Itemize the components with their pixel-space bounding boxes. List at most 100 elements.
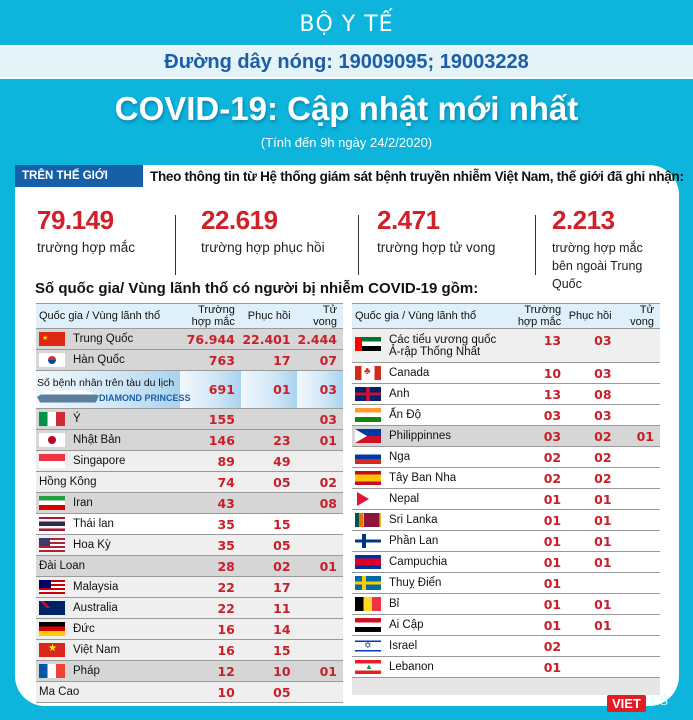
deaths-value [296,513,343,535]
table-row: Đài Loan 28 02 01 [36,555,343,577]
page-title: COVID-19: Cập nhật mới nhất [114,90,579,127]
cases-value: 01 [502,656,568,678]
ministry-brand: BỘ Y TẾ [299,12,394,37]
canada-flag: ♣ [355,366,381,380]
viettimes-logo: VIET [607,695,646,712]
table-row: Bỉ 01 01 [352,593,660,615]
cases-value: 76.944 [180,328,241,350]
country-name-line1: Các tiểu vương quốc [389,333,497,346]
recovered-value: 01 [567,551,618,573]
lebanon-flag: ▲ [355,660,381,674]
deaths-value: 01 [296,660,343,682]
table-row: Iran 43 08 [36,492,343,514]
country-name: Ai Cập [389,619,424,632]
country-name: Pháp [73,665,100,678]
cases-value: 02 [502,446,568,468]
japan-flag [39,433,65,447]
table-row: Anh 13 08 [352,383,660,405]
recovered-value: 01 [567,530,618,552]
recovered-value: 14 [240,618,297,640]
table-row: Thuỵ Điển 01 [352,572,660,594]
country-name: Phần Lan [389,535,439,548]
deaths-value: 07 [296,349,343,371]
deaths-value: 2.444 [296,328,343,350]
country-name-line2: Ả-rập Thống Nhất [389,345,481,358]
cases-value: 01 [502,572,568,594]
uk-flag [355,387,381,401]
italy-flag [39,412,65,426]
belgium-flag [355,597,381,611]
country-name: Số bệnh nhân trên tàu du lịch [37,376,175,389]
country-name: Campuchia [389,556,448,569]
table-header: Quốc gia / Vùng lãnh thổ Trường hợp mắc … [36,303,343,329]
cases-value: 35 [180,534,241,556]
col-header-country: Quốc gia / Vùng lãnh thổ [36,303,181,329]
deaths-value: 01 [296,555,343,577]
stat-value: 79.149 [37,205,114,235]
col-header-cases: Trường hợp mắc [502,303,568,329]
table-row: Nga 02 02 [352,446,660,468]
recovered-value: 11 [240,597,297,619]
country-name: Ma Cao [39,686,80,698]
cases-value: 01 [502,614,568,636]
table-row: Pháp 12 10 01 [36,660,343,682]
recovered-value: 05 [240,681,297,703]
recovered-value: 01 [567,509,618,531]
recovered-value: 01 [567,593,618,615]
ship-brand: DIAMOND PRINCESS [99,392,191,403]
deaths-value: 02 [296,471,343,493]
recovered-value: 01 [240,370,297,409]
country-name: Đức [73,623,95,636]
table-row: Các tiểu vương quốc Ả-rập Thống Nhất 13 0… [352,328,660,363]
recovered-value [567,572,618,594]
table-row: Nhật Bản 146 23 01 [36,429,343,451]
table-row: ✡ Israel 02 [352,635,660,657]
cases-value: 16 [180,639,241,661]
country-name: Hồng Kông [39,476,97,488]
table-header: Quốc gia / Vùng lãnh thổ Trường hợp mắc … [352,303,660,329]
cases-value: 01 [502,551,568,573]
table-row: Sri Lanka 01 01 [352,509,660,531]
stat-divider [175,215,176,275]
cases-value: 01 [502,509,568,531]
recovered-value: 08 [567,383,618,405]
germany-flag [39,622,65,636]
country-name: Các tiểu vương quốc Ả-rập Thống Nhất [389,334,496,358]
country-name: Ý [73,413,81,426]
philippines-flag [355,429,381,443]
country-name: Malaysia [73,581,119,594]
deaths-value [617,383,660,405]
deaths-value [296,681,343,703]
recovered-value: 02 [567,446,618,468]
recovered-value [567,635,618,657]
country-name: Iran [73,497,93,510]
cases-value: 12 [180,660,241,682]
table-row: ★ Việt Nam 16 15 [36,639,343,661]
country-name: Canada [389,367,430,380]
deaths-value [617,509,660,531]
deaths-value [617,467,660,489]
recovered-value: 02 [567,467,618,489]
country-name: Nga [389,451,411,464]
cases-value: 35 [180,513,241,535]
table-row: Đức 16 14 [36,618,343,640]
cases-value: 01 [502,530,568,552]
deaths-value [617,328,660,363]
deaths-value [617,656,660,678]
country-name: Ấn Độ [389,409,421,422]
cases-value: 22 [180,597,241,619]
cases-value: 74 [180,471,241,493]
deaths-value [296,450,343,472]
stat-divider [535,215,536,275]
col-header-deaths: Tử vong [617,303,660,329]
cases-value: 03 [502,404,568,426]
deaths-value: 08 [296,492,343,514]
country-name: Thuỵ Điển [389,577,442,590]
cases-value: 10 [180,681,241,703]
stat-recovered: 22.619 trường hợp phục hồi [201,205,325,257]
table-row: ▲ Lebanon 01 [352,656,660,678]
deaths-value: 03 [296,370,343,409]
table-row: ♣ Canada 10 03 [352,362,660,384]
france-flag [39,664,65,678]
spain-flag [355,471,381,485]
